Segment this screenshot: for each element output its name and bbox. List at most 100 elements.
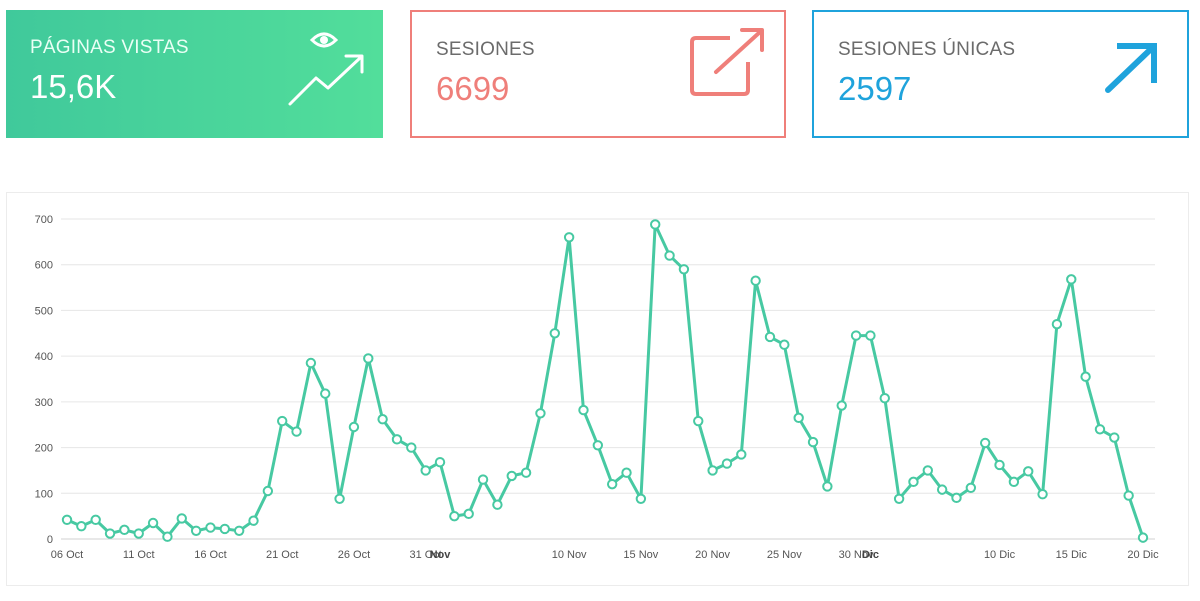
data-point[interactable] [1094,424,1106,435]
data-point[interactable] [1137,532,1149,543]
x-tick-label: 30 Nov [839,549,874,561]
data-point[interactable] [434,457,446,468]
data-point[interactable] [463,508,474,520]
data-point[interactable] [104,528,116,539]
x-tick-label: 06 Oct [51,549,83,561]
chart-svg: 0 100 200 300 400 500 600 700 06 Oct 11 Oct 16 Oc… [35,214,1159,561]
data-point[interactable] [449,510,460,522]
data-point[interactable] [994,459,1005,471]
data-point[interactable] [664,250,675,261]
x-tick-label: 15 Nov [623,549,658,561]
data-point[interactable] [219,523,231,535]
data-point[interactable] [90,514,101,525]
data-point[interactable] [621,467,632,478]
data-point[interactable] [291,426,302,437]
data-point[interactable] [922,465,933,476]
data-point[interactable] [1109,432,1120,443]
data-point[interactable] [520,467,532,478]
data-point[interactable] [764,331,776,343]
data-point[interactable] [1066,274,1077,285]
data-point[interactable] [190,525,202,536]
data-point[interactable] [822,481,833,492]
data-point[interactable] [793,412,804,424]
x-tick-label: 25 Nov [767,549,802,561]
data-point[interactable] [76,521,87,532]
data-point[interactable] [162,531,173,542]
x-tick-label: 20 Dic [1127,549,1159,561]
data-point[interactable] [879,393,890,404]
x-tick-label: 20 Nov [695,549,730,561]
data-point[interactable] [865,330,876,341]
data-point[interactable] [951,492,962,504]
data-point[interactable] [549,328,560,339]
data-point[interactable] [348,421,360,433]
data-point[interactable] [334,493,345,504]
data-point[interactable] [836,400,847,411]
data-point[interactable] [979,437,991,449]
data-point[interactable] [635,493,647,504]
data-point[interactable] [650,219,661,230]
data-point[interactable] [936,484,948,495]
data-point[interactable] [965,482,977,493]
sessions-line-chart: 0 100 200 300 400 500 600 700 06 Oct 11 Oct 16 Oc… [6,192,1189,586]
y-tick-label: 300 [35,397,53,409]
data-point[interactable] [578,404,589,416]
data-point[interactable] [693,415,704,427]
data-point[interactable] [1123,490,1134,501]
data-point[interactable] [262,485,274,497]
x-tick-label: 10 Nov [552,549,587,561]
kpi-card-pageviews: PÁGINAS VISTAS 15,6K [6,10,383,138]
data-point[interactable] [1023,466,1034,477]
data-point[interactable] [176,513,187,524]
series-line [66,223,1145,539]
data-point[interactable] [363,353,374,364]
data-point[interactable] [563,232,575,243]
data-point[interactable] [248,515,259,526]
data-point[interactable] [707,465,718,476]
data-point[interactable] [492,499,503,510]
data-point[interactable] [305,357,317,369]
data-point[interactable] [205,522,216,533]
chart-gridlines [61,218,1155,540]
chart-points [61,219,1149,543]
data-point[interactable] [277,415,288,427]
data-point[interactable] [807,436,819,448]
data-point[interactable] [750,275,761,286]
y-tick-label: 0 [47,534,53,546]
data-point[interactable] [119,524,130,536]
data-point[interactable] [1008,476,1020,488]
data-point[interactable] [1051,318,1063,330]
data-point[interactable] [320,388,331,399]
data-point[interactable] [147,517,159,529]
data-point[interactable] [406,442,417,453]
kpi-card-sessions: SESIONES 6699 [410,10,786,138]
data-point[interactable] [420,465,431,476]
data-point[interactable] [391,434,403,445]
data-point[interactable] [721,458,733,469]
y-tick-label: 100 [35,488,53,500]
x-tick-label: 21 Oct [266,549,298,561]
data-point[interactable] [893,493,905,504]
data-point[interactable] [506,470,517,482]
data-point[interactable] [377,414,388,425]
data-point[interactable] [535,408,546,419]
data-point[interactable] [233,525,245,536]
x-tick-label: 26 Oct [338,549,370,561]
data-point[interactable] [133,528,144,539]
data-point[interactable] [678,264,690,275]
data-point[interactable] [1080,371,1091,382]
y-tick-label: 200 [35,443,53,455]
data-point[interactable] [477,474,489,485]
kpi-label-unique-sessions: SESIONES ÚNICAS [838,39,1016,60]
x-tick-label: 15 Dic [1056,549,1088,561]
kpi-label-pageviews: PÁGINAS VISTAS [30,37,189,58]
data-point[interactable] [850,330,862,341]
data-point[interactable] [592,440,604,451]
data-point[interactable] [779,339,790,350]
data-point[interactable] [61,514,73,525]
data-point[interactable] [1037,489,1048,500]
data-point[interactable] [606,478,618,490]
data-point[interactable] [736,449,747,460]
data-point[interactable] [908,476,919,488]
